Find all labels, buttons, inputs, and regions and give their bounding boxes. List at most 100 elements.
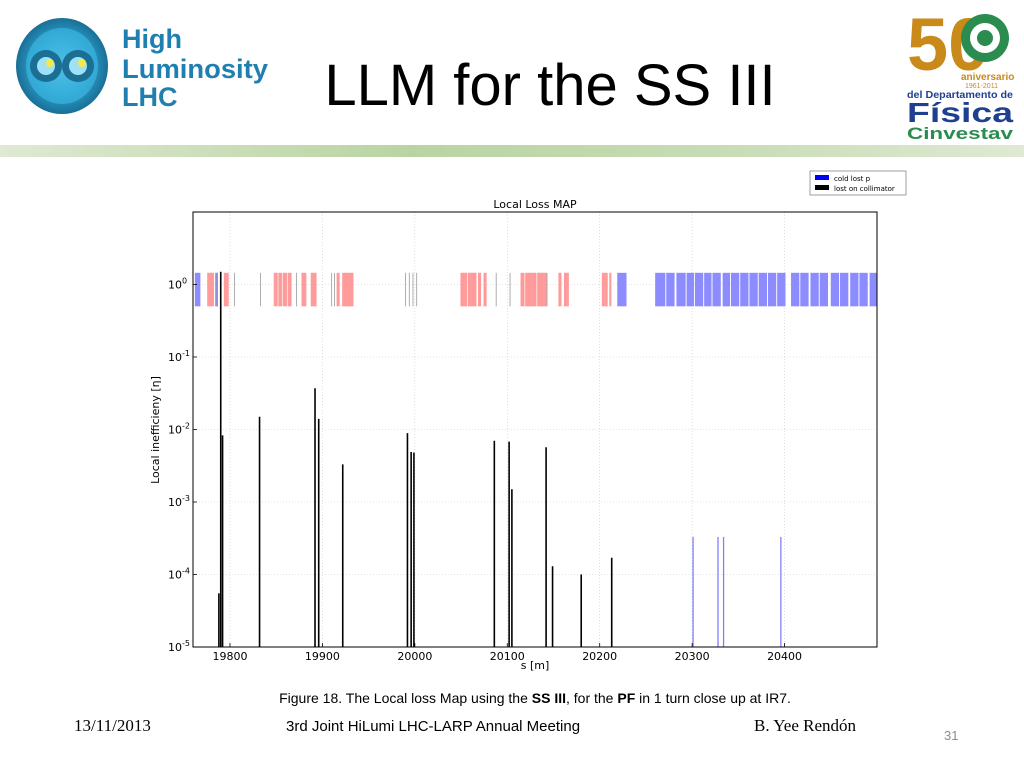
warm-element-line: [290, 272, 292, 307]
warm-element-line: [527, 272, 529, 307]
warm-element-line: [278, 272, 280, 307]
warm-element-line: [470, 272, 472, 307]
cold-element-block: [749, 272, 758, 307]
warm-element-line: [274, 272, 276, 307]
warm-element-line: [226, 272, 228, 307]
caption-bold-pf: PF: [617, 690, 636, 706]
warm-element-line: [301, 272, 303, 307]
y-tick-label: 10-4: [168, 567, 190, 582]
warm-element-line: [567, 272, 569, 307]
warm-element-line: [351, 272, 353, 307]
warm-element-line: [276, 272, 278, 307]
warm-element-line: [287, 272, 289, 307]
warm-element-line: [529, 272, 531, 307]
chart-bars: [218, 271, 782, 647]
footer-meeting: 3rd Joint HiLumi LHC-LARP Annual Meeting: [286, 718, 581, 735]
warm-element-line: [462, 272, 464, 307]
collimator-element-line: [412, 272, 414, 307]
legend-label-collimator: lost on collimator: [834, 185, 895, 193]
warm-element-line: [279, 272, 281, 307]
collimator-element-line: [405, 272, 406, 307]
cold-element-block: [215, 272, 218, 307]
warm-element-line: [527, 272, 530, 307]
fisica-cinvestav-logo: 50 aniversario 1961-2011 del Departament…: [907, 3, 1014, 142]
cold-element-block: [777, 272, 786, 307]
x-axis-label: s [m]: [521, 659, 550, 672]
y-tick-label: 100: [168, 277, 187, 292]
footer-author: B. Yee Rendón: [754, 716, 857, 735]
hilumi-logo-line2: Luminosity: [122, 54, 268, 84]
warm-element-line: [310, 272, 312, 307]
warm-element-line: [211, 272, 214, 307]
fisica-logo-line1: aniversario: [961, 72, 1014, 83]
x-tick-label: 19900: [305, 650, 340, 663]
y-tick-exponent: -4: [182, 567, 190, 576]
caption-prefix: Figure 18. The Local loss Map using the: [279, 690, 532, 706]
cold-element-block: [704, 272, 712, 307]
warm-element-line: [344, 272, 347, 307]
warm-element-line: [342, 272, 344, 307]
x-tick-label: 20200: [582, 650, 617, 663]
y-tick-exponent: 0: [182, 277, 187, 286]
warm-element-line: [302, 272, 304, 307]
collimator-element-line: [416, 272, 418, 307]
y-tick-exponent: -3: [182, 494, 190, 503]
warm-element-line: [227, 272, 229, 307]
warm-element-line: [520, 272, 522, 307]
warm-element-line: [484, 272, 486, 307]
warm-element-line: [464, 272, 466, 307]
cold-element-block: [666, 272, 675, 307]
collimator-element-line: [509, 272, 511, 307]
collimator-element-line: [234, 272, 235, 307]
cold-element-block: [800, 272, 809, 307]
warm-element-line: [347, 272, 349, 307]
warm-element-line: [223, 272, 226, 307]
warm-element-line: [478, 272, 480, 307]
warm-element-line: [467, 272, 470, 307]
warm-element-line: [468, 272, 470, 307]
hilumi-logo-line3: LHC: [122, 82, 178, 112]
fisica-logo-line5: Cinvestav: [907, 124, 1014, 142]
warm-element-line: [606, 272, 608, 307]
cold-element-block: [194, 272, 201, 307]
collimator-element-line: [331, 272, 333, 307]
warm-element-line: [315, 272, 317, 307]
caption-middle: , for the: [566, 690, 618, 706]
warm-element-line: [224, 272, 226, 307]
warm-element-line: [479, 272, 482, 307]
y-tick-exponent: -2: [182, 422, 190, 431]
warm-element-line: [465, 272, 467, 307]
warm-element-line: [212, 272, 214, 307]
element-strip: [194, 272, 877, 307]
warm-element-line: [350, 272, 352, 307]
warm-element-line: [535, 272, 537, 307]
warm-element-line: [566, 272, 568, 307]
footer-date: 13/11/2013: [74, 716, 151, 735]
warm-element-line: [542, 272, 544, 307]
legend-label-cold: cold lost p: [834, 175, 871, 183]
cold-element-block: [740, 272, 749, 307]
warm-element-line: [545, 272, 547, 307]
warm-element-line: [521, 272, 523, 307]
warm-element-line: [210, 272, 213, 307]
collimator-element-line: [495, 272, 497, 307]
warm-element-line: [544, 272, 546, 307]
y-tick-exponent: -5: [182, 639, 190, 648]
warm-element-line: [284, 272, 287, 307]
warm-element-line: [209, 272, 211, 307]
cold-element-block: [859, 272, 868, 307]
cold-element-block: [730, 272, 740, 307]
collimator-element-line: [408, 272, 410, 307]
fisica-logo-line2: 1961-2011: [965, 83, 998, 90]
warm-element-line: [285, 272, 287, 307]
caption-bold-ss: SS III: [531, 690, 566, 706]
chart-legend: cold lost p lost on collimator: [809, 170, 907, 196]
warm-element-line: [208, 272, 210, 307]
warm-element-line: [352, 272, 354, 307]
warm-element-line: [472, 272, 474, 307]
warm-element-line: [282, 272, 285, 307]
x-tick-label: 20100: [490, 650, 525, 663]
cold-element-block: [810, 272, 819, 307]
warm-element-line: [537, 272, 539, 307]
warm-element-line: [534, 272, 536, 307]
